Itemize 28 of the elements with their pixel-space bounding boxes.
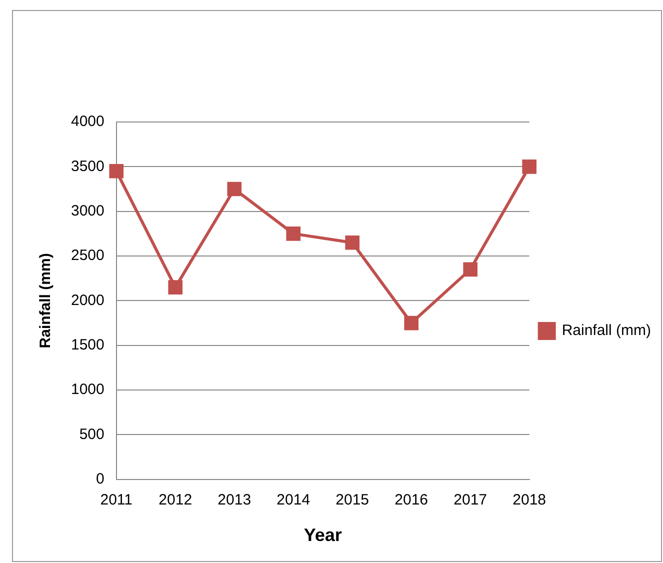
y-axis-title: Rainfall (mm)	[37, 253, 54, 348]
y-tick-label: 2000	[70, 292, 104, 309]
y-tick-label: 1500	[70, 336, 104, 354]
y-tick-label: 500	[79, 426, 104, 443]
x-tick-label: 2013	[218, 492, 252, 509]
y-tick-label: 3000	[70, 202, 104, 220]
point	[168, 280, 183, 294]
point	[227, 182, 242, 196]
y-tick-label: 4000	[70, 113, 104, 130]
y-tick-label: 2500	[70, 247, 104, 264]
y-tick-label: 0	[96, 470, 104, 488]
x-tick-label: 2012	[158, 492, 192, 509]
point	[286, 226, 301, 241]
x-axis-title: Year	[304, 525, 342, 546]
x-tick-label: 2016	[394, 492, 428, 509]
point	[522, 160, 536, 174]
point	[463, 262, 478, 277]
point	[345, 235, 360, 250]
x-tick-label: 2014	[276, 492, 310, 509]
x-tick-label: 2011	[100, 492, 132, 509]
x-tick-label: 2015	[336, 492, 370, 509]
y-tick-label: 3500	[70, 158, 104, 175]
x-tick-label: 2018	[512, 492, 546, 509]
point	[404, 316, 418, 330]
y-tick-label: 1000	[70, 381, 104, 398]
legend-label: Rainfall (mm)	[562, 322, 652, 340]
point	[109, 164, 124, 178]
x-tick-label: 2017	[454, 492, 488, 509]
